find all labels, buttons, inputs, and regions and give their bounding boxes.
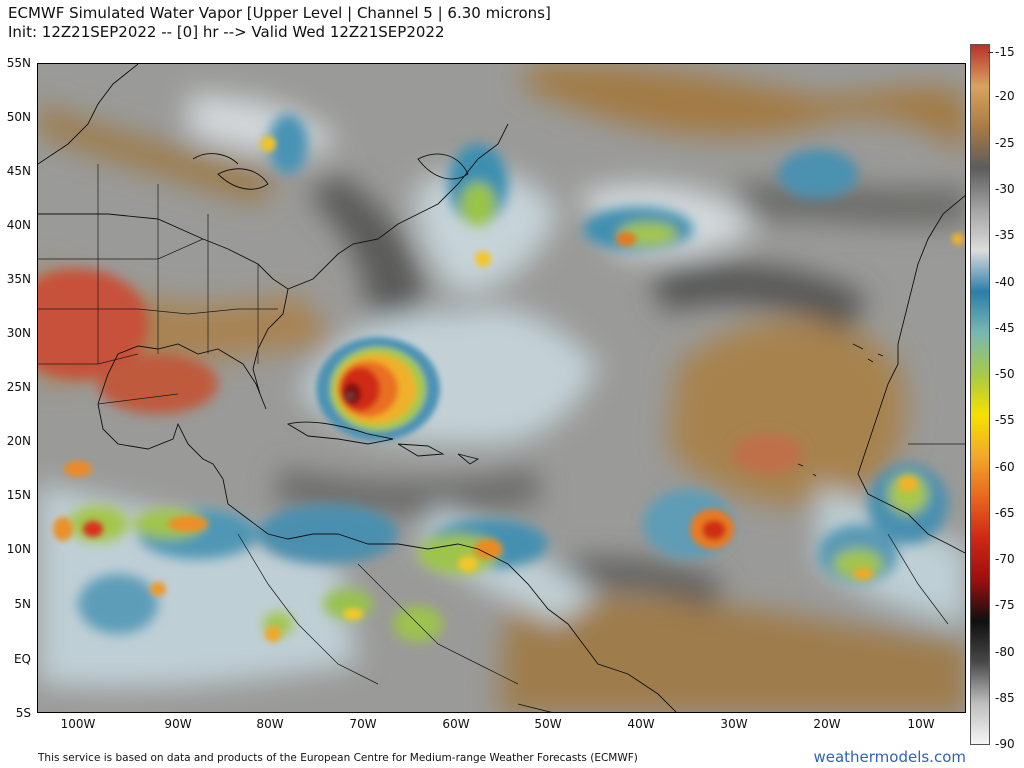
lat-label-20n: 20N bbox=[6, 434, 31, 448]
lon-label-30w: 30W bbox=[720, 717, 748, 731]
map-canvas bbox=[38, 64, 965, 712]
water-vapor-map bbox=[37, 63, 966, 713]
hurricane-fiona bbox=[316, 337, 440, 441]
lon-label-10w: 10W bbox=[907, 717, 935, 731]
lon-label-70w: 70W bbox=[349, 717, 377, 731]
lat-label-55n: 55N bbox=[6, 56, 31, 70]
convective-cells bbox=[53, 136, 964, 642]
lat-label-35n: 35N bbox=[6, 272, 31, 286]
borders bbox=[38, 164, 965, 685]
lon-label-90w: 90W bbox=[164, 717, 192, 731]
lat-label-5n: 5N bbox=[14, 597, 31, 611]
lat-label-25n: 25N bbox=[6, 380, 31, 394]
lat-label-50n: 50N bbox=[6, 110, 31, 124]
lon-label-60w: 60W bbox=[442, 717, 470, 731]
title-line-2: Init: 12Z21SEP2022 -- [0] hr --> Valid W… bbox=[8, 23, 445, 41]
colorbar-label-m85: -85 bbox=[995, 691, 1015, 705]
colorbar bbox=[970, 44, 990, 745]
colorbar-label-m50: -50 bbox=[995, 367, 1015, 381]
lon-label-80w: 80W bbox=[256, 717, 284, 731]
title-line-1: ECMWF Simulated Water Vapor [Upper Level… bbox=[8, 4, 551, 22]
colorbar-label-m20: -20 bbox=[995, 89, 1015, 103]
lon-label-100w: 100W bbox=[60, 717, 96, 731]
lat-label-10n: 10N bbox=[6, 542, 31, 556]
lat-label-45n: 45N bbox=[6, 164, 31, 178]
colorbar-tick bbox=[988, 52, 993, 53]
lon-label-40w: 40W bbox=[627, 717, 655, 731]
colorbar-label-m60: -60 bbox=[995, 460, 1015, 474]
colorbar-label-m25: -25 bbox=[995, 136, 1015, 150]
lon-label-20w: 20W bbox=[813, 717, 841, 731]
colorbar-label-m55: -55 bbox=[995, 413, 1015, 427]
lat-label-5s: 5S bbox=[15, 706, 31, 720]
colorbar-label-m30: -30 bbox=[995, 182, 1015, 196]
lat-label-15n: 15N bbox=[6, 488, 31, 502]
brand-link[interactable]: weathermodels.com bbox=[813, 748, 966, 766]
colorbar-label-m65: -65 bbox=[995, 506, 1015, 520]
lat-label-40n: 40N bbox=[6, 218, 31, 232]
lat-label-eq: EQ bbox=[13, 652, 31, 666]
chart-title: ECMWF Simulated Water Vapor [Upper Level… bbox=[8, 4, 551, 42]
colorbar-label-m75: -75 bbox=[995, 598, 1015, 612]
colorbar-label-m40: -40 bbox=[995, 275, 1015, 289]
colorbar-label-m35: -35 bbox=[995, 228, 1015, 242]
colorbar-label-m70: -70 bbox=[995, 552, 1015, 566]
lon-label-50w: 50W bbox=[534, 717, 562, 731]
lat-label-30n: 30N bbox=[6, 326, 31, 340]
colorbar-label-m80: -80 bbox=[995, 645, 1015, 659]
colorbar-label-m90: -90 bbox=[995, 737, 1015, 751]
colorbar-label-m45: -45 bbox=[995, 321, 1015, 335]
colorbar-label-m15: -15 bbox=[995, 45, 1015, 59]
attribution-text: This service is based on data and produc… bbox=[38, 752, 638, 764]
